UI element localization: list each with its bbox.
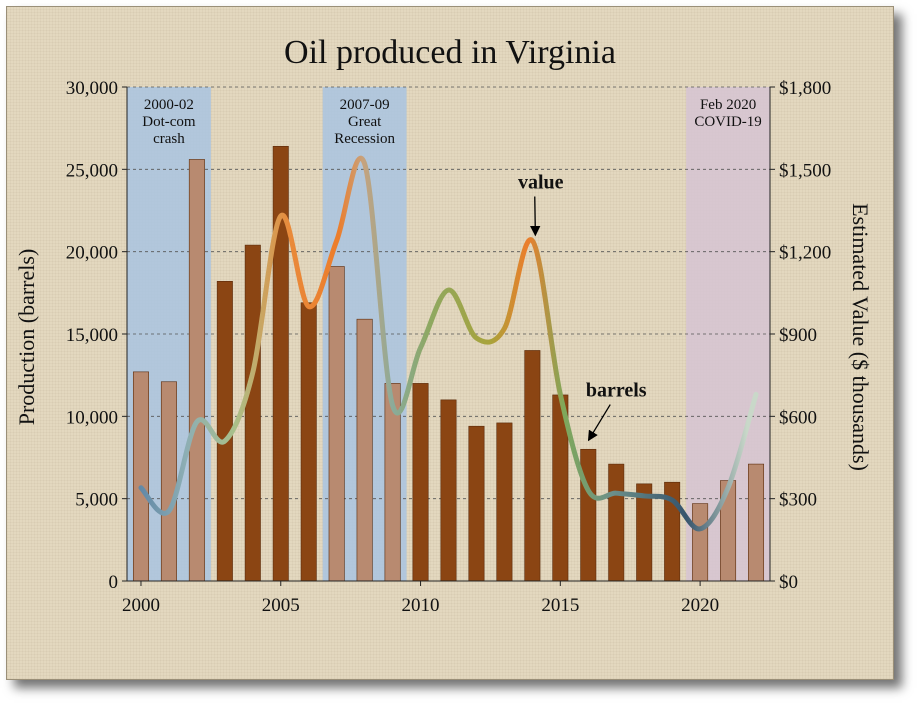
bar	[440, 399, 457, 582]
bar	[328, 266, 345, 582]
y-right-tick-label: $1,800	[779, 78, 831, 99]
annotation-arrow	[587, 404, 611, 442]
y-right-tick-label: $900	[779, 325, 817, 346]
chart-title: Oil produced in Virginia	[284, 34, 616, 71]
bar	[412, 383, 429, 582]
band-label: Feb 2020	[700, 97, 756, 113]
bar	[188, 159, 205, 582]
bar	[748, 463, 765, 582]
x-tick-label: 2010	[402, 595, 440, 616]
bar	[244, 244, 261, 582]
y-right-tick-label: $1,500	[779, 160, 831, 181]
band-label: Dot-com	[142, 114, 196, 130]
y-right-tick-label: $0	[779, 572, 798, 593]
bar	[468, 425, 485, 582]
bar	[692, 503, 709, 582]
chart: 0 5,000 10,000 15,000 20,000 25,000 30,000 $0 $3…	[14, 34, 873, 616]
y-left-tick-label: 5,000	[75, 490, 118, 511]
y-left-tick-label: 30,000	[66, 78, 118, 99]
x-tick-label: 2015	[541, 595, 579, 616]
y-axis-left-label: Production (barrels)	[14, 249, 39, 426]
bar	[300, 302, 317, 582]
y-right-tick-label: $1,200	[779, 243, 831, 264]
bar	[132, 371, 149, 582]
band-label: COVID-19	[694, 114, 762, 130]
bar	[496, 422, 513, 582]
value-series-line	[138, 155, 759, 532]
y-left-tick-label: 10,000	[66, 407, 118, 428]
bar	[608, 463, 625, 582]
y-left-tick-label: 0	[109, 572, 119, 593]
bar	[524, 350, 541, 582]
x-tick-label: 2005	[262, 595, 300, 616]
y-right-tick-label: $600	[779, 407, 817, 428]
band-label: Great	[348, 114, 382, 130]
annotation-arrow	[530, 196, 541, 237]
bar	[160, 381, 177, 582]
band-label: Recession	[334, 131, 395, 147]
annotation-label: barrels	[586, 380, 647, 402]
bar	[580, 448, 597, 582]
x-tick-label: 2020	[681, 595, 719, 616]
bar	[272, 145, 289, 582]
y-left-tick-label: 25,000	[66, 160, 118, 181]
band-label: 2000-02	[144, 97, 194, 113]
annotation-label: value	[518, 172, 564, 194]
y-left-tick-label: 20,000	[66, 243, 118, 264]
y-right-tick-label: $300	[779, 490, 817, 511]
x-tick-label: 2000	[122, 595, 160, 616]
band-label: crash	[153, 131, 185, 147]
bar	[356, 318, 373, 582]
band-label: 2007-09	[340, 97, 390, 113]
y-left-tick-label: 15,000	[66, 325, 118, 346]
chart-frame: 0 5,000 10,000 15,000 20,000 25,000 30,000 $0 $3…	[6, 6, 894, 680]
y-axis-right-label: Estimated Value ($ thousands)	[848, 203, 873, 471]
